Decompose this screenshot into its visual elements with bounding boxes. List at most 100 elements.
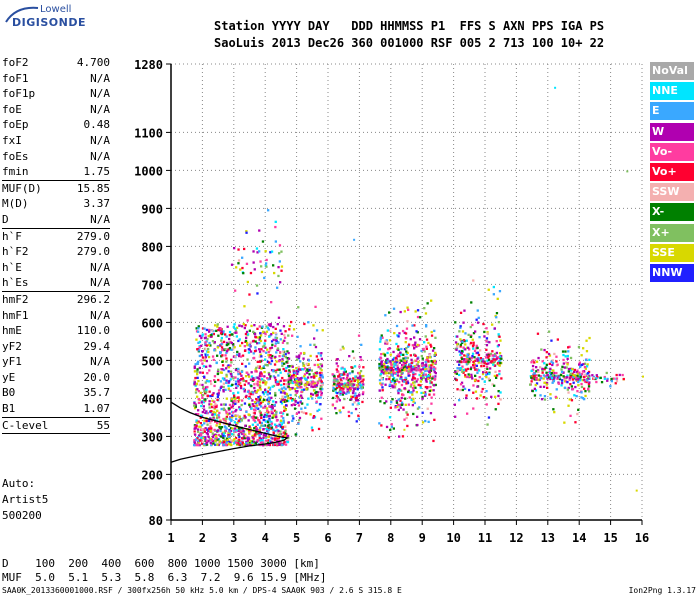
- echo-point: [549, 393, 552, 396]
- echo-point: [576, 412, 579, 416]
- echo-point: [394, 406, 397, 409]
- echo-point: [354, 407, 358, 411]
- echo-point: [333, 377, 336, 380]
- echo-point: [233, 437, 236, 441]
- echo-point: [332, 389, 335, 392]
- echo-point: [253, 427, 256, 430]
- echo-point: [257, 428, 260, 432]
- echo-point: [261, 439, 264, 442]
- echo-point: [332, 386, 335, 390]
- echo-point: [550, 372, 553, 375]
- y-tick-label: 900: [141, 202, 163, 216]
- echo-point: [310, 392, 313, 395]
- echo-point: [254, 409, 257, 412]
- echo-point: [393, 362, 396, 365]
- echo-point: [293, 371, 296, 374]
- echo-point: [265, 439, 268, 442]
- echo-point: [286, 440, 290, 444]
- echo-point: [416, 415, 419, 418]
- echo-point: [472, 384, 475, 387]
- echo-point: [467, 346, 470, 349]
- echo-point: [343, 367, 346, 371]
- echo-point: [282, 353, 285, 356]
- echo-point: [615, 377, 619, 380]
- echo-point: [233, 323, 236, 326]
- echo-point: [253, 324, 256, 327]
- echo-point: [299, 401, 302, 404]
- echo-point: [258, 325, 261, 328]
- echo-point: [221, 349, 224, 352]
- echo-point: [201, 362, 204, 365]
- echo-point: [430, 334, 434, 337]
- echo-point: [430, 364, 433, 367]
- echo-point: [197, 435, 200, 439]
- echo-point: [421, 361, 424, 365]
- echo-point: [279, 281, 282, 284]
- echo-point: [399, 399, 402, 402]
- echo-point: [244, 433, 247, 436]
- param-value: 20.0: [83, 370, 111, 384]
- echo-point: [254, 340, 257, 343]
- echo-point: [279, 430, 282, 433]
- echo-point: [545, 371, 548, 374]
- echo-point: [571, 378, 575, 381]
- echo-point: [243, 414, 246, 417]
- echo-point: [345, 378, 348, 381]
- echo-point: [286, 357, 289, 360]
- echo-point: [414, 354, 417, 357]
- echo-point: [233, 346, 236, 349]
- echo-point: [313, 343, 316, 346]
- echo-point: [312, 372, 315, 376]
- echo-point: [399, 406, 402, 409]
- echo-point: [541, 369, 544, 372]
- echo-point: [230, 443, 233, 447]
- echo-point: [291, 386, 294, 390]
- echo-point: [275, 336, 279, 340]
- echo-point: [458, 399, 461, 402]
- echo-point: [238, 406, 241, 409]
- echo-point: [595, 380, 598, 384]
- param-separator: [2, 416, 110, 418]
- echo-point: [463, 309, 466, 312]
- echo-point: [354, 375, 357, 378]
- echo-point: [468, 375, 472, 378]
- echo-point: [561, 365, 564, 368]
- echo-point: [563, 421, 566, 424]
- echo-point: [235, 335, 238, 338]
- echo-point: [264, 405, 267, 408]
- echo-point: [274, 371, 278, 374]
- echo-point: [496, 297, 499, 300]
- echo-point: [434, 375, 437, 378]
- echo-point: [208, 406, 211, 409]
- echo-point: [409, 364, 412, 367]
- echo-point: [356, 386, 360, 389]
- echo-point: [456, 367, 459, 370]
- echo-point: [331, 384, 335, 387]
- echo-point: [424, 360, 427, 364]
- echo-point: [570, 369, 573, 372]
- echo-point: [291, 397, 294, 401]
- echo-point: [491, 350, 494, 353]
- echo-point: [566, 374, 569, 377]
- echo-point: [456, 343, 459, 346]
- echo-point: [297, 306, 300, 309]
- echo-point: [485, 338, 488, 342]
- echo-point: [237, 383, 240, 386]
- echo-point: [243, 345, 246, 348]
- echo-point: [241, 266, 244, 270]
- echo-point: [255, 428, 258, 431]
- echo-point: [391, 384, 394, 387]
- echo-point: [272, 264, 275, 267]
- echo-point: [346, 373, 349, 376]
- echo-point: [490, 395, 493, 398]
- echo-point: [239, 386, 243, 390]
- echo-point: [210, 438, 214, 442]
- echo-point: [268, 398, 272, 401]
- echo-point: [296, 335, 299, 338]
- param-value: 4.700: [76, 56, 110, 69]
- echo-point: [300, 382, 303, 385]
- echo-point: [212, 442, 215, 445]
- param-value: 15.85: [76, 181, 110, 195]
- echo-point: [397, 403, 400, 406]
